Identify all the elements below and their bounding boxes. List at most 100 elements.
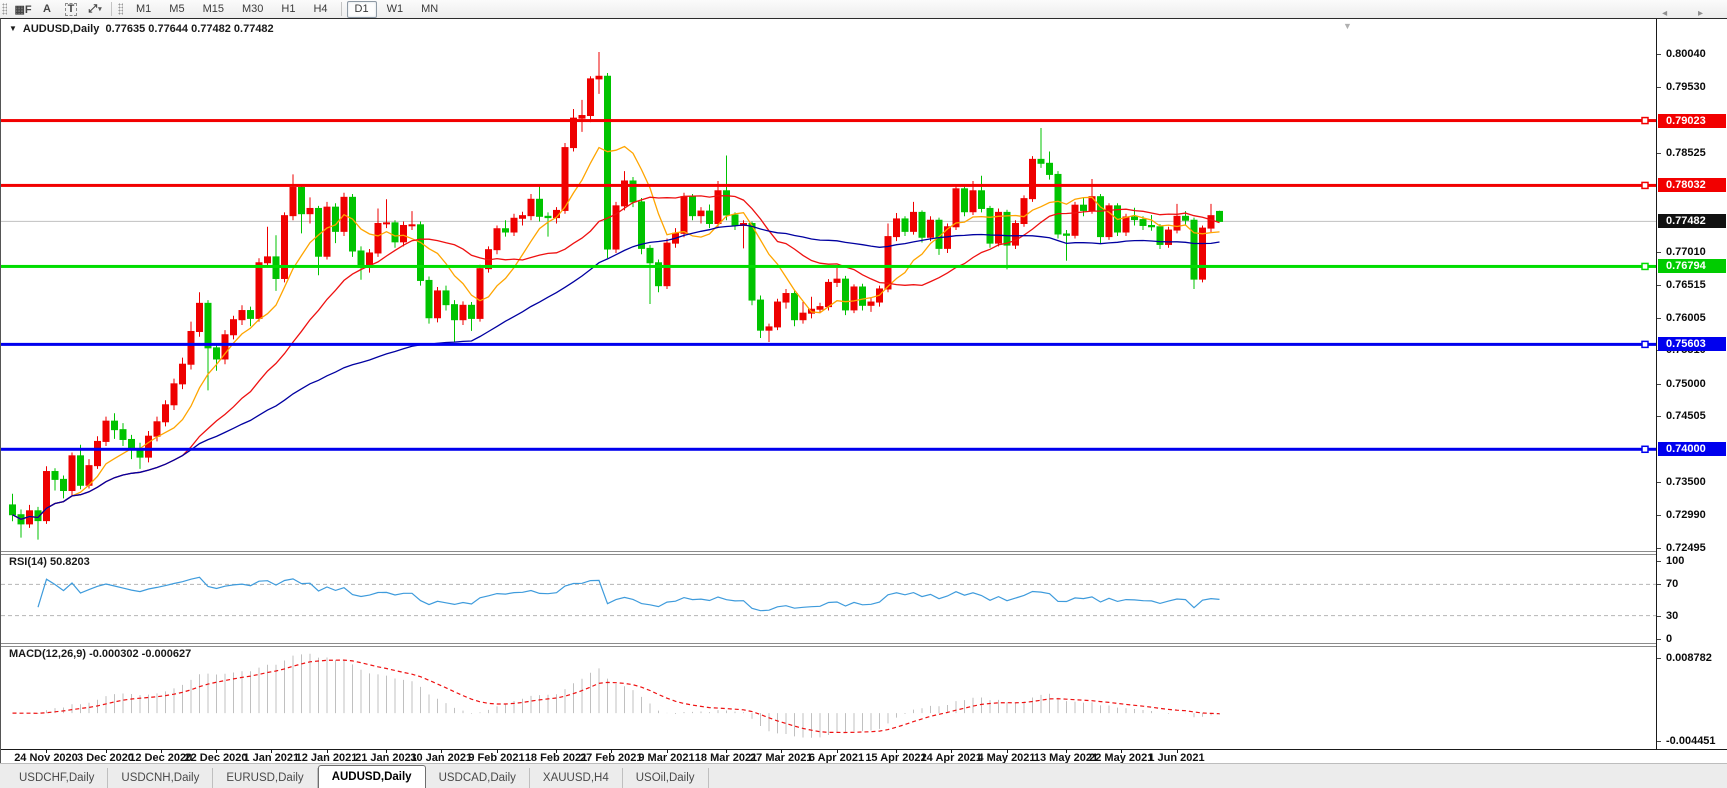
toolbar-drag-handle[interactable] (2, 3, 7, 15)
price-tick-label: 0.73500 (1657, 475, 1727, 489)
chart-nav-arrow-icon[interactable]: ▼ (1343, 21, 1352, 31)
date-tick-mark (951, 750, 953, 753)
symbol-tab-usdcnh[interactable]: USDCNH,Daily (108, 768, 214, 788)
grid-f-icon[interactable]: ▦F (14, 3, 32, 16)
rsi-scale-label: 0 (1657, 632, 1727, 646)
date-tick-mark (46, 750, 47, 753)
price-badge: 0.74000 (1658, 442, 1726, 457)
date-label: 12 Dec 2020 (129, 752, 193, 764)
rsi-scale-label: 30 (1657, 609, 1727, 623)
date-label: 9 Feb 2021 (468, 752, 525, 764)
date-label: 1 Jun 2021 (1148, 752, 1205, 764)
price-badge: 0.77482 (1658, 214, 1726, 229)
date-label: 1 Jan 2021 (243, 752, 300, 764)
text-label-icon[interactable]: A (43, 3, 51, 15)
timeframe-button-m1[interactable]: M1 (136, 3, 152, 15)
date-label: 24 Apr 2021 (920, 752, 982, 764)
symbol-tab-usdcad[interactable]: USDCAD,Daily (426, 768, 530, 788)
macd-label: MACD(12,26,9) -0.000302 -0.000627 (9, 648, 192, 660)
symbol-tab-eurusd[interactable]: EURUSD,Daily (213, 768, 318, 788)
rsi-scale-label: 100 (1657, 554, 1727, 568)
chart-window: ▼ AUDUSD,Daily 0.77635 0.77644 0.77482 0.… (0, 18, 1727, 765)
macd-scale-label: -0.004451 (1657, 734, 1727, 748)
date-label: 4 May 2021 (977, 752, 1036, 764)
date-label: 18 Mar 2021 (694, 752, 758, 764)
timeframe-button-w1[interactable]: W1 (386, 3, 404, 15)
timeframe-button-group: M1 M5 M15 M30 H1 H4 D1 W1 MN (127, 0, 447, 18)
date-tick-mark (666, 750, 668, 753)
timeframe-button-m15[interactable]: M15 (202, 3, 224, 15)
date-label: 12 Jan 2021 (295, 752, 358, 764)
date-axis[interactable]: 24 Nov 2020 3 Dec 2020 12 Dec 2020 22 Dec 2… (1, 749, 1727, 765)
macd-indicator-canvas[interactable] (1, 645, 1656, 748)
date-tick-mark (781, 750, 783, 753)
symbol-tab-xauusd[interactable]: XAUUSD,H4 (530, 768, 623, 788)
price-badge: 0.78032 (1658, 178, 1726, 193)
symbol-tab-bar: USDCHF,Daily USDCNH,Daily EURUSD,Daily AUDU… (0, 763, 1727, 788)
chart-title: ▼ AUDUSD,Daily 0.77635 0.77644 0.77482 0.… (9, 23, 274, 35)
date-label: 6 Apr 2021 (808, 752, 865, 764)
date-tick-mark (1176, 750, 1178, 753)
symbol-tab-usdchf[interactable]: USDCHF,Daily (6, 768, 109, 788)
date-label: 18 Feb 2021 (524, 752, 588, 764)
date-label: 15 Apr 2021 (865, 752, 927, 764)
price-chart-canvas[interactable] (1, 19, 1656, 551)
date-label: 9 Mar 2021 (638, 752, 695, 764)
date-tick-mark (105, 750, 107, 753)
text-box-icon[interactable]: T (60, 1, 82, 17)
date-label: 3 Dec 2020 (77, 752, 134, 764)
date-tick-mark (726, 750, 727, 753)
price-badge: 0.75603 (1658, 337, 1726, 352)
macd-scale-label: 0.008782 (1657, 651, 1727, 665)
toolbar-separator (340, 2, 342, 16)
symbol-tab-audusd[interactable]: AUDUSD,Daily (317, 765, 426, 788)
toolbar-separator (111, 2, 112, 16)
timeframe-button-h1[interactable]: H1 (281, 3, 296, 15)
date-tick-mark (1066, 750, 1067, 753)
timeframe-button-m30[interactable]: M30 (241, 3, 264, 15)
dropdown-arrow-icon[interactable]: ▾ (98, 6, 102, 13)
chart-symbol-label: AUDUSD,Daily (22, 23, 100, 35)
date-tick-mark (1121, 750, 1123, 753)
price-badge: 0.76794 (1658, 259, 1726, 274)
date-label: 22 Dec 2020 (184, 752, 248, 764)
arrange-windows-icon[interactable]: ⤢ ▾ (88, 2, 102, 15)
panel-splitter[interactable] (1, 643, 1727, 647)
date-tick-mark (896, 750, 897, 753)
panel-splitter[interactable] (1, 551, 1727, 555)
price-tick-label: 0.79530 (1657, 80, 1727, 94)
price-tick-label: 0.72990 (1657, 508, 1727, 522)
price-tick-label: 0.78525 (1657, 146, 1727, 160)
rsi-indicator-canvas[interactable] (1, 553, 1656, 643)
date-tick-mark (326, 750, 328, 753)
date-tick-mark (611, 750, 613, 753)
date-label: 24 Nov 2020 (14, 752, 78, 764)
date-tick-mark (556, 750, 557, 753)
date-label: 30 Jan 2021 (410, 752, 473, 764)
price-badge: 0.79023 (1658, 113, 1726, 128)
timeframe-button-d1[interactable]: D1 (346, 0, 377, 18)
price-tick-label: 0.76005 (1657, 311, 1727, 325)
price-axis[interactable]: 0.80040 0.79530 0.78525 0.77010 0.76515 0.760… (1656, 19, 1727, 749)
timeframe-button-m5[interactable]: M5 (169, 3, 185, 15)
tab-scroll-arrows[interactable]: ◂ ▸ (1662, 8, 1717, 19)
date-tick-mark (160, 750, 162, 753)
timeframe-button-mn[interactable]: MN (421, 3, 439, 15)
top-toolbar: ▦F A T ⤢ ▾ M1 M5 M15 M30 H1 H4 D1 W1 MN (0, 0, 1727, 19)
price-tick-label: 0.76515 (1657, 278, 1727, 292)
rsi-scale-label: 70 (1657, 577, 1727, 591)
timeframe-button-h4[interactable]: H4 (313, 3, 328, 15)
price-tick-label: 0.75000 (1657, 377, 1727, 391)
rsi-label: RSI(14) 50.8203 (9, 556, 90, 568)
price-tick-label: 0.74505 (1657, 409, 1727, 423)
toolbar-drag-handle[interactable] (118, 3, 123, 15)
symbol-tab-usoil[interactable]: USOil,Daily (623, 768, 709, 788)
chevron-down-icon[interactable]: ▼ (9, 24, 17, 33)
date-tick-mark (216, 750, 217, 753)
price-tick-label: 0.77010 (1657, 245, 1727, 259)
date-label: 13 May 2021 (1033, 752, 1099, 764)
date-label: 21 Jan 2021 (355, 752, 417, 764)
price-tick-label: 0.80040 (1657, 47, 1727, 61)
date-tick-mark (441, 750, 443, 753)
date-tick-mark (271, 750, 273, 753)
